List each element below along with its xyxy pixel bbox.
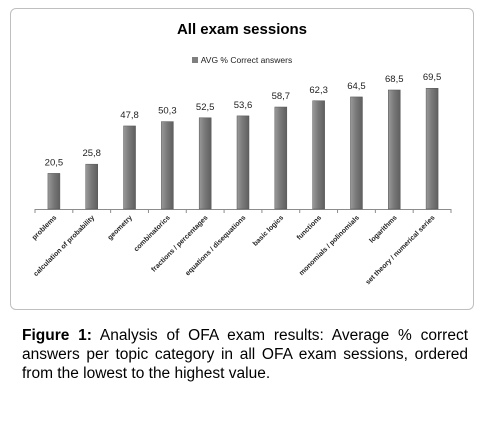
chart-title: All exam sessions <box>176 21 308 38</box>
bar <box>312 100 325 210</box>
figure-caption: Figure 1: Analysis of OFA exam results: … <box>22 326 468 383</box>
bar <box>350 96 363 210</box>
legend-label: AVG % Correct answers <box>200 55 293 65</box>
data-label: 62,3 <box>309 85 328 96</box>
data-label: 53,6 <box>234 100 253 111</box>
bar <box>85 163 98 210</box>
caption-lead: Figure 1: <box>22 327 92 344</box>
category-label: combinatorics <box>133 214 172 253</box>
category-label: functions <box>296 214 323 241</box>
category-label: logarithms <box>368 214 398 244</box>
data-label: 58,7 <box>272 91 291 102</box>
category-label: set theory / numerical series <box>365 214 437 286</box>
data-label: 69,5 <box>423 72 442 83</box>
data-label: 52,5 <box>196 102 215 113</box>
chart-legend: AVG % Correct answers <box>11 55 473 65</box>
caption-text: Analysis of OFA exam results: Average % … <box>22 327 468 382</box>
bar <box>198 117 212 210</box>
category-label: basic logics <box>252 214 285 247</box>
data-label: 47,8 <box>120 110 139 121</box>
bar <box>47 173 61 210</box>
bar-chart-plot: 20,5 problems 25,8 calculation of probabili… <box>31 72 452 286</box>
bar <box>274 106 288 210</box>
bar <box>123 125 136 210</box>
category-label: problems <box>31 214 58 241</box>
bar <box>388 89 401 210</box>
bar <box>236 115 250 210</box>
data-label: 50,3 <box>158 106 177 117</box>
category-label: calculation of probability <box>33 214 97 278</box>
data-label: 68,5 <box>385 74 404 85</box>
category-label: geometry <box>107 214 134 241</box>
chart-frame: All exam sessions AVG % Correct answers … <box>10 8 474 310</box>
data-label: 64,5 <box>347 81 366 92</box>
data-label: 25,8 <box>82 148 101 159</box>
legend-swatch <box>191 57 198 63</box>
data-label: 20,5 <box>45 157 64 168</box>
bar <box>161 121 174 210</box>
bar <box>425 87 439 210</box>
